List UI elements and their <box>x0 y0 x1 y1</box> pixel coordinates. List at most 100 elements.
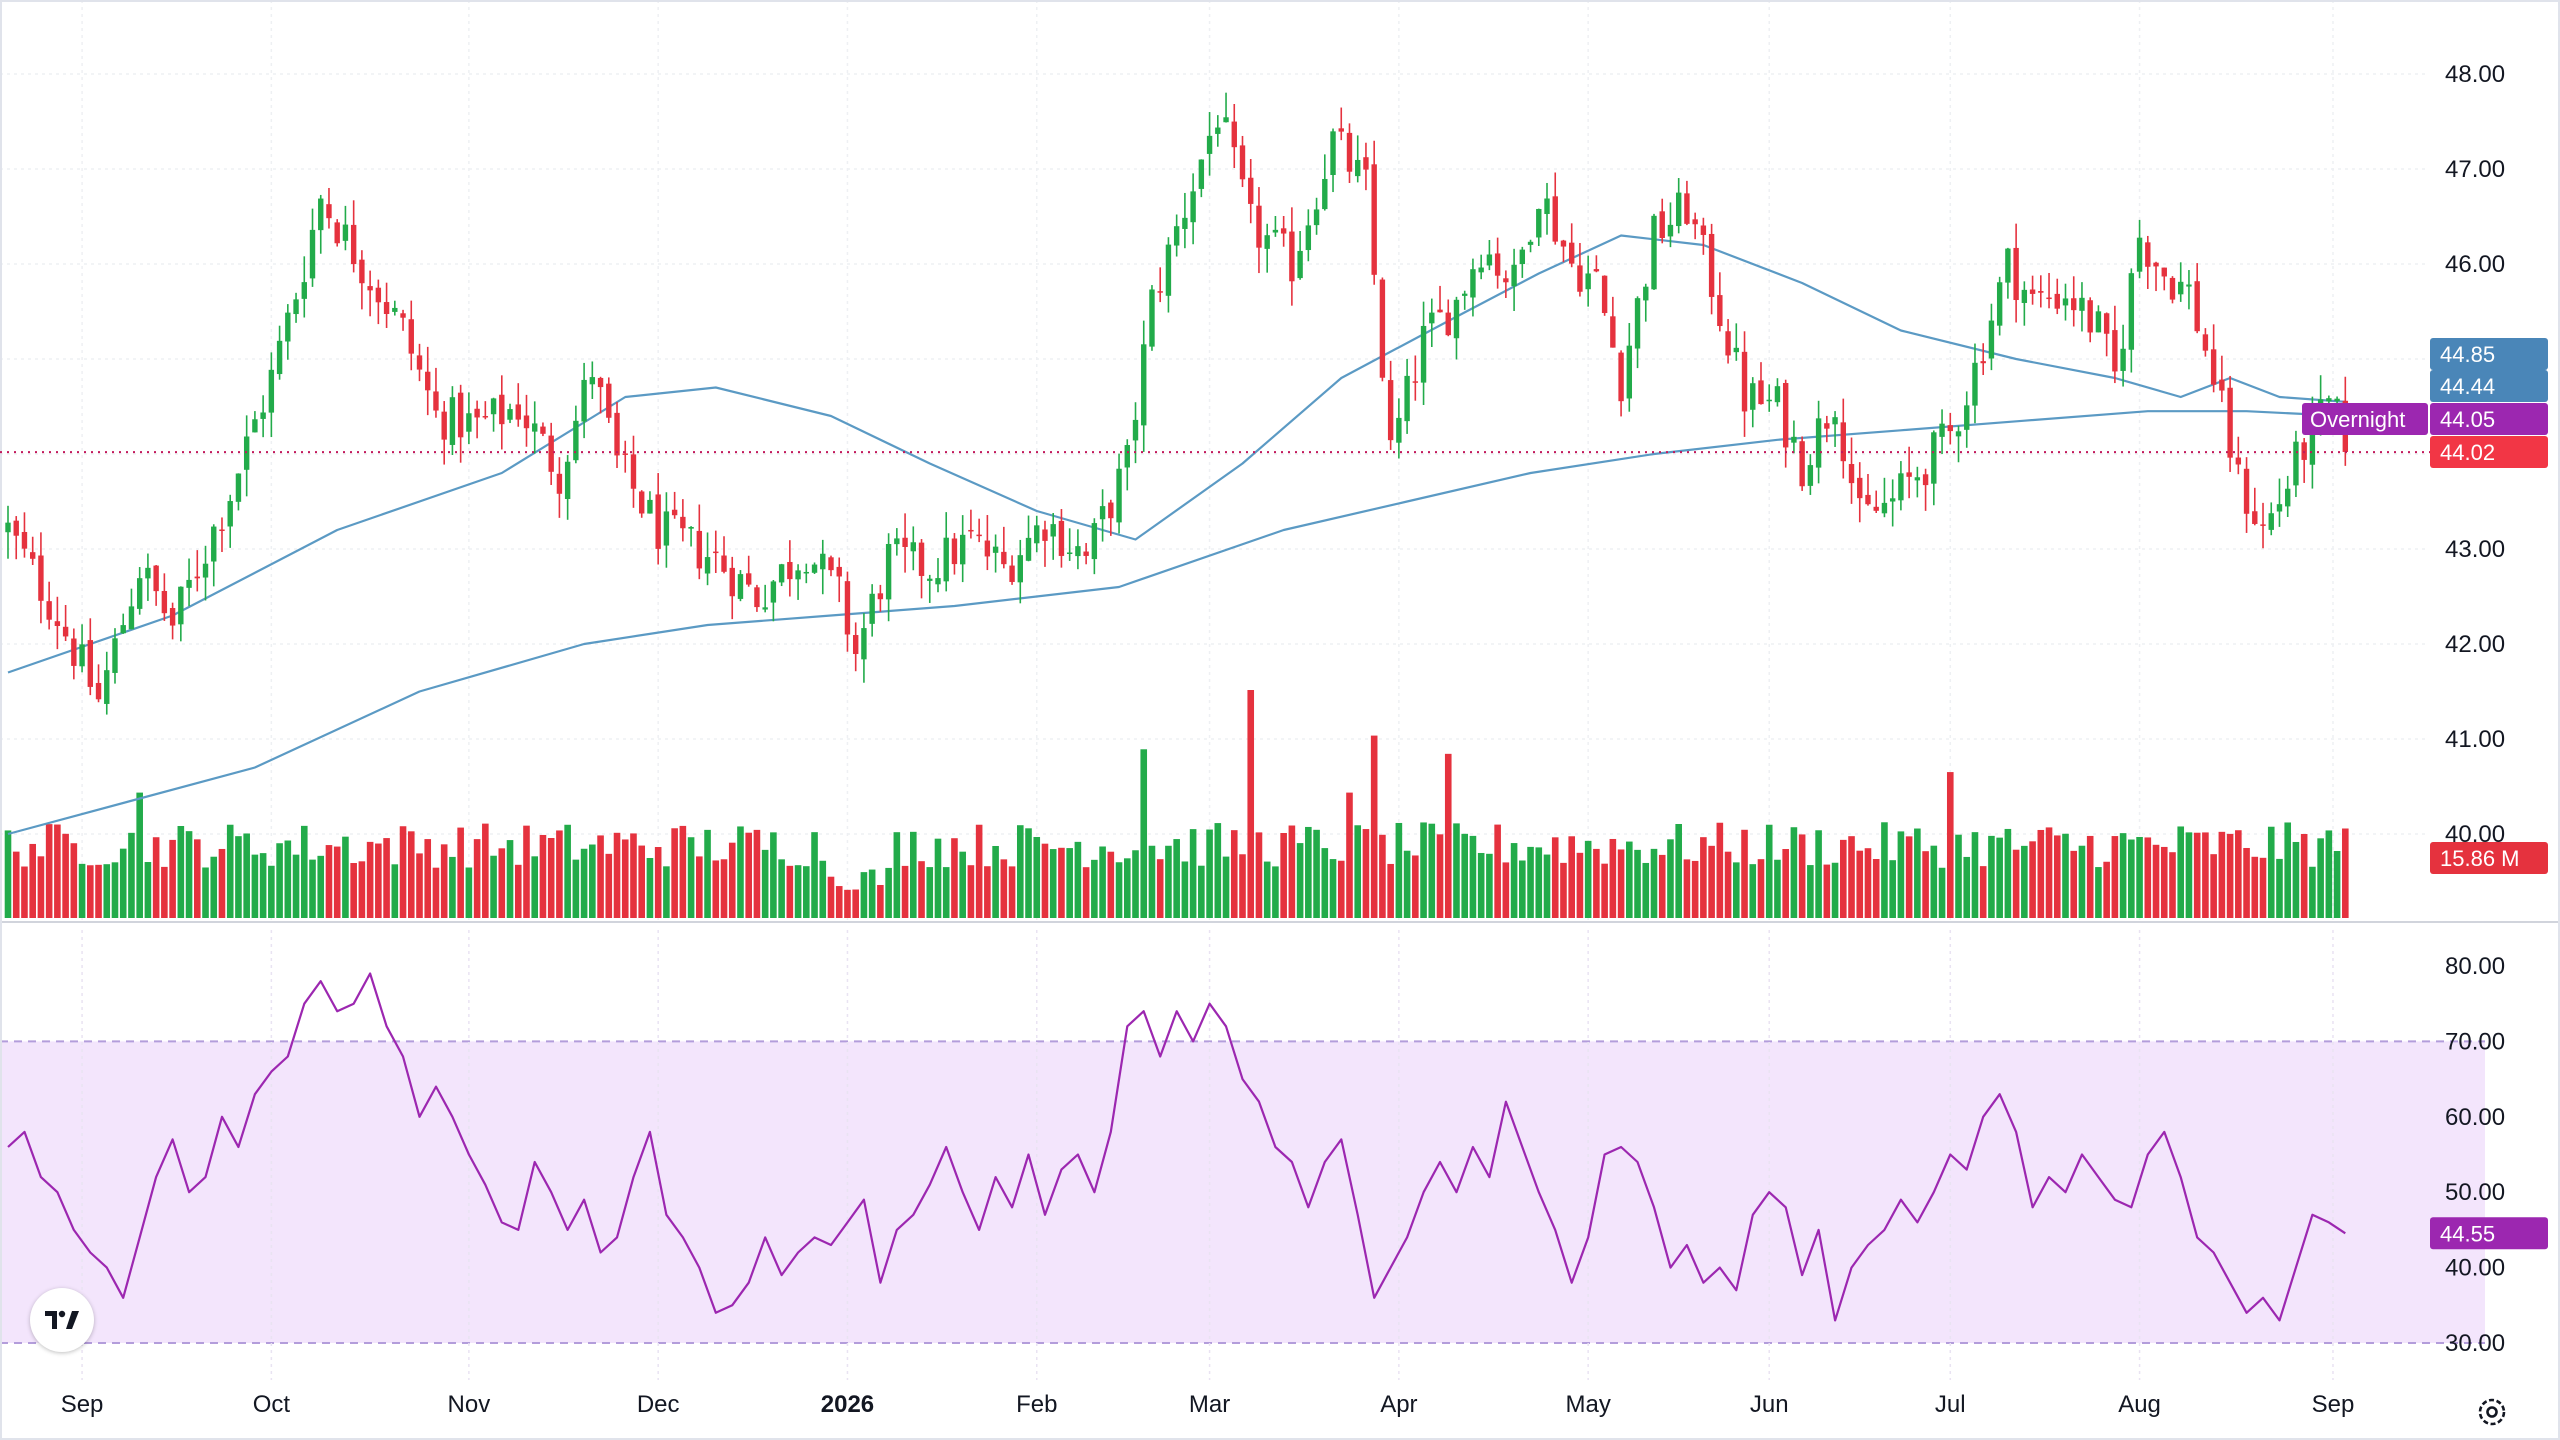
candle[interactable] <box>1659 198 1665 244</box>
candle[interactable] <box>359 250 365 310</box>
candle[interactable] <box>927 574 933 603</box>
candle[interactable] <box>1486 240 1493 271</box>
candle[interactable] <box>326 187 332 229</box>
candle[interactable] <box>2210 324 2217 393</box>
candle[interactable] <box>1091 518 1098 575</box>
candle[interactable] <box>482 401 489 420</box>
candle[interactable] <box>1774 378 1781 407</box>
candle[interactable] <box>1618 350 1624 417</box>
candle[interactable] <box>1667 202 1674 248</box>
candle[interactable] <box>1462 290 1468 310</box>
candle[interactable] <box>2186 270 2192 310</box>
candle[interactable] <box>1305 209 1312 262</box>
candle[interactable] <box>1248 158 1254 224</box>
candle[interactable] <box>1445 299 1451 337</box>
candle[interactable] <box>2087 297 2093 343</box>
candle[interactable] <box>457 384 464 463</box>
candle[interactable] <box>1931 430 1937 506</box>
candle[interactable] <box>1939 409 1945 455</box>
candle[interactable] <box>301 256 307 318</box>
candle[interactable] <box>1313 197 1320 235</box>
candle[interactable] <box>1552 172 1558 245</box>
candle[interactable] <box>367 270 373 317</box>
candle[interactable] <box>449 386 456 456</box>
candle[interactable] <box>79 624 85 673</box>
candle[interactable] <box>696 504 703 580</box>
candle[interactable] <box>441 401 447 465</box>
candle[interactable] <box>811 562 818 574</box>
candle[interactable] <box>1330 128 1336 193</box>
candle[interactable] <box>375 279 382 325</box>
candle[interactable] <box>1223 92 1229 123</box>
candle[interactable] <box>597 376 604 414</box>
candle[interactable] <box>1881 477 1888 518</box>
candle[interactable] <box>285 304 291 360</box>
candle[interactable] <box>2136 219 2143 279</box>
candle[interactable] <box>852 622 859 672</box>
candle[interactable] <box>581 362 587 439</box>
candle[interactable] <box>1675 178 1682 234</box>
candle[interactable] <box>1922 468 1929 511</box>
candle[interactable] <box>342 205 349 251</box>
candle[interactable] <box>1437 285 1443 313</box>
candle[interactable] <box>1898 461 1904 511</box>
candle[interactable] <box>2243 457 2250 533</box>
candle[interactable] <box>2153 261 2159 292</box>
candle[interactable] <box>1560 239 1567 263</box>
candle[interactable] <box>1758 362 1764 405</box>
candle[interactable] <box>2194 263 2200 334</box>
candle[interactable] <box>112 628 118 684</box>
candle[interactable] <box>836 557 842 603</box>
candle[interactable] <box>1272 216 1279 237</box>
candle[interactable] <box>803 563 810 584</box>
candle[interactable] <box>655 473 661 565</box>
candle[interactable] <box>425 346 431 416</box>
candle[interactable] <box>13 516 19 560</box>
candle[interactable] <box>1593 255 1600 273</box>
candle[interactable] <box>1157 267 1163 303</box>
candle[interactable] <box>1025 515 1032 562</box>
candle[interactable] <box>1264 223 1270 273</box>
candle[interactable] <box>746 555 752 587</box>
candle[interactable] <box>202 545 209 601</box>
candle[interactable] <box>1009 555 1015 585</box>
candle[interactable] <box>992 534 999 573</box>
candle[interactable] <box>235 473 242 511</box>
candle[interactable] <box>1569 223 1575 268</box>
candle[interactable] <box>29 536 36 566</box>
candle[interactable] <box>1182 192 1188 249</box>
candle[interactable] <box>161 573 168 621</box>
candle[interactable] <box>869 584 875 637</box>
candle[interactable] <box>861 613 867 683</box>
candle[interactable] <box>2260 502 2266 549</box>
candle[interactable] <box>2227 375 2233 472</box>
candle[interactable] <box>1947 412 1953 445</box>
candle[interactable] <box>877 584 884 612</box>
candle[interactable] <box>1527 239 1534 253</box>
candle[interactable] <box>383 282 390 328</box>
candle[interactable] <box>1544 182 1550 235</box>
candle[interactable] <box>1857 462 1863 523</box>
candle[interactable] <box>318 194 324 254</box>
candle[interactable] <box>647 491 653 514</box>
candle[interactable] <box>2079 282 2085 332</box>
candle[interactable] <box>227 494 233 548</box>
candle[interactable] <box>2161 267 2167 291</box>
candle[interactable] <box>573 405 579 464</box>
candle[interactable] <box>1634 296 1641 369</box>
candle[interactable] <box>1412 355 1419 401</box>
candle[interactable] <box>507 403 513 424</box>
candle[interactable] <box>1346 123 1353 183</box>
candle[interactable] <box>1519 246 1526 278</box>
candle[interactable] <box>490 397 497 432</box>
candle[interactable] <box>38 532 44 624</box>
candle[interactable] <box>968 509 974 539</box>
candle[interactable] <box>1980 343 1986 376</box>
candle[interactable] <box>630 435 637 508</box>
candle[interactable] <box>1231 104 1237 169</box>
candle[interactable] <box>474 400 480 439</box>
candle[interactable] <box>21 512 28 558</box>
candle[interactable] <box>1338 107 1344 141</box>
candle[interactable] <box>1601 275 1608 316</box>
candle[interactable] <box>1741 331 1748 437</box>
